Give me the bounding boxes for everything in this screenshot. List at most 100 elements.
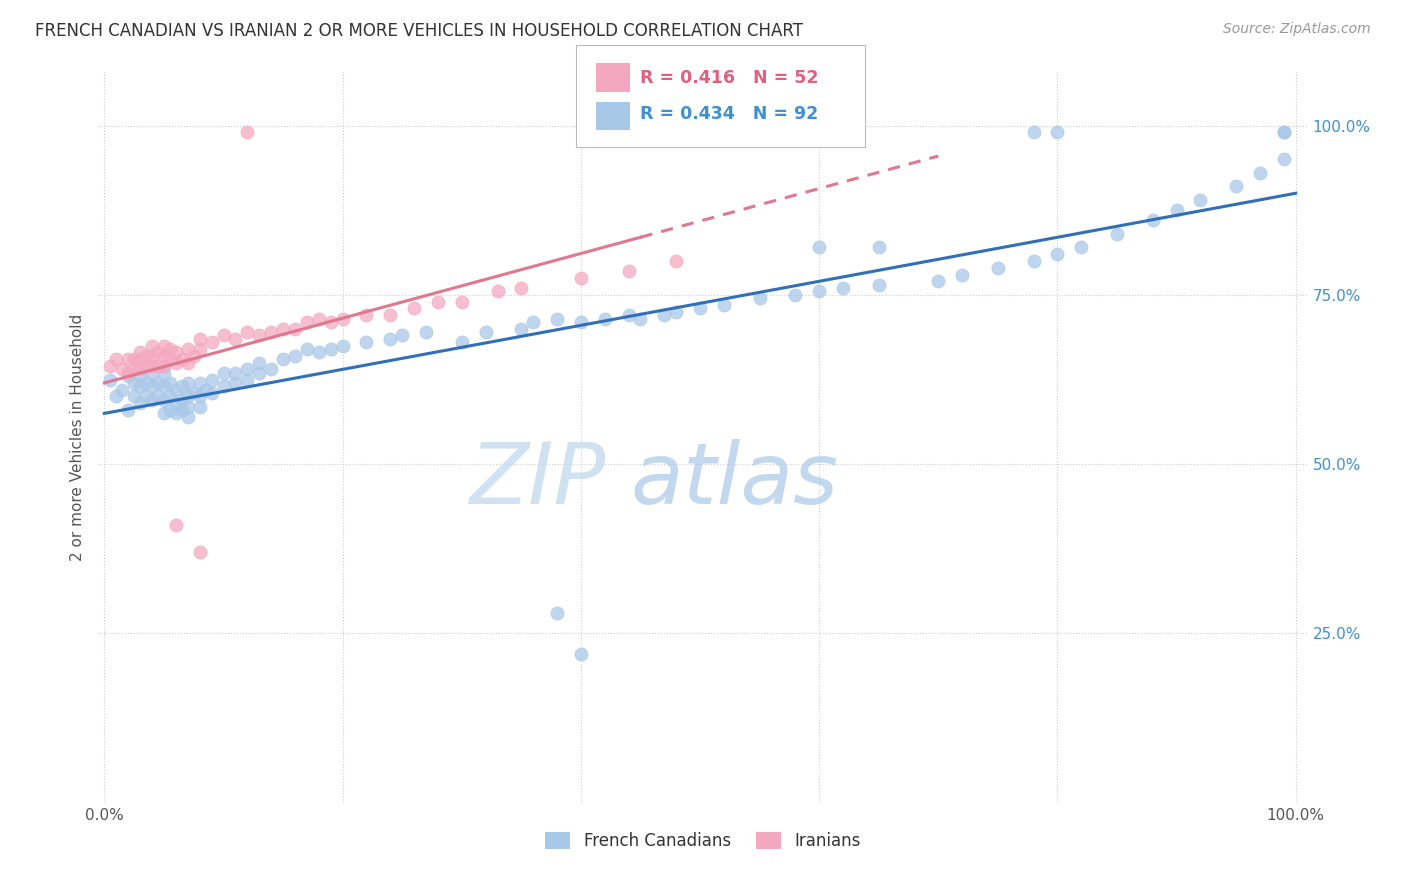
- Point: [415, 325, 437, 339]
- Point: [153, 379, 176, 393]
- Point: [129, 379, 152, 393]
- Point: [1046, 125, 1069, 139]
- Point: [200, 335, 222, 350]
- Point: [987, 260, 1010, 275]
- Point: [1272, 153, 1295, 167]
- Text: R = 0.434   N = 92: R = 0.434 N = 92: [640, 105, 818, 123]
- Point: [141, 349, 163, 363]
- Point: [129, 369, 152, 384]
- Point: [510, 281, 533, 295]
- Point: [260, 362, 283, 376]
- Point: [159, 352, 181, 367]
- Point: [1046, 247, 1069, 261]
- Point: [391, 328, 413, 343]
- Point: [380, 332, 402, 346]
- Point: [284, 349, 307, 363]
- Point: [569, 647, 592, 661]
- Point: [129, 345, 152, 359]
- Point: [832, 281, 855, 295]
- Point: [117, 369, 139, 384]
- Point: [153, 366, 176, 380]
- Point: [98, 359, 121, 373]
- Point: [212, 328, 235, 343]
- Point: [1272, 125, 1295, 139]
- Point: [713, 298, 735, 312]
- Point: [111, 362, 134, 376]
- Text: R = 0.416   N = 52: R = 0.416 N = 52: [640, 69, 818, 87]
- Point: [105, 352, 128, 367]
- Point: [1022, 254, 1045, 268]
- Point: [188, 545, 211, 559]
- Point: [332, 311, 354, 326]
- Point: [122, 352, 145, 367]
- Point: [188, 342, 211, 356]
- Point: [188, 400, 211, 414]
- Point: [1166, 203, 1188, 218]
- Point: [260, 325, 283, 339]
- Point: [170, 379, 193, 393]
- Point: [129, 362, 152, 376]
- Point: [98, 372, 121, 386]
- Point: [135, 359, 157, 373]
- Point: [117, 403, 139, 417]
- Point: [308, 311, 330, 326]
- Point: [236, 362, 259, 376]
- Point: [486, 285, 509, 299]
- Point: [153, 338, 176, 352]
- Point: [247, 366, 270, 380]
- Point: [165, 518, 187, 533]
- Point: [332, 338, 354, 352]
- Point: [1225, 179, 1247, 194]
- Text: Source: ZipAtlas.com: Source: ZipAtlas.com: [1223, 22, 1371, 37]
- Point: [808, 240, 831, 254]
- Point: [165, 406, 187, 420]
- Point: [236, 325, 259, 339]
- Point: [153, 406, 176, 420]
- Point: [212, 366, 235, 380]
- Point: [665, 305, 688, 319]
- Point: [1022, 125, 1045, 139]
- Point: [950, 268, 973, 282]
- Point: [122, 376, 145, 390]
- Point: [665, 254, 688, 268]
- Point: [1249, 166, 1271, 180]
- Point: [652, 308, 675, 322]
- Point: [404, 301, 426, 316]
- Point: [177, 376, 200, 390]
- Point: [569, 271, 592, 285]
- Point: [569, 315, 592, 329]
- Point: [593, 311, 616, 326]
- Point: [122, 389, 145, 403]
- Point: [170, 352, 193, 367]
- Point: [141, 379, 163, 393]
- Point: [141, 338, 163, 352]
- Point: [159, 376, 181, 390]
- Point: [129, 352, 152, 367]
- Point: [111, 383, 134, 397]
- Point: [617, 264, 640, 278]
- Point: [165, 396, 187, 410]
- Point: [159, 403, 181, 417]
- Point: [146, 345, 169, 359]
- Point: [117, 352, 139, 367]
- Point: [546, 606, 568, 620]
- Point: [522, 315, 544, 329]
- Point: [200, 386, 222, 401]
- Point: [356, 308, 378, 322]
- Point: [380, 308, 402, 322]
- Point: [247, 328, 270, 343]
- Point: [247, 355, 270, 369]
- Point: [1272, 125, 1295, 139]
- Point: [188, 376, 211, 390]
- Point: [105, 389, 128, 403]
- Point: [141, 366, 163, 380]
- Point: [450, 294, 472, 309]
- Point: [170, 403, 193, 417]
- Point: [271, 322, 294, 336]
- Point: [212, 379, 235, 393]
- Point: [135, 349, 157, 363]
- Point: [1189, 193, 1212, 207]
- Point: [177, 389, 200, 403]
- Point: [194, 383, 217, 397]
- Point: [165, 345, 187, 359]
